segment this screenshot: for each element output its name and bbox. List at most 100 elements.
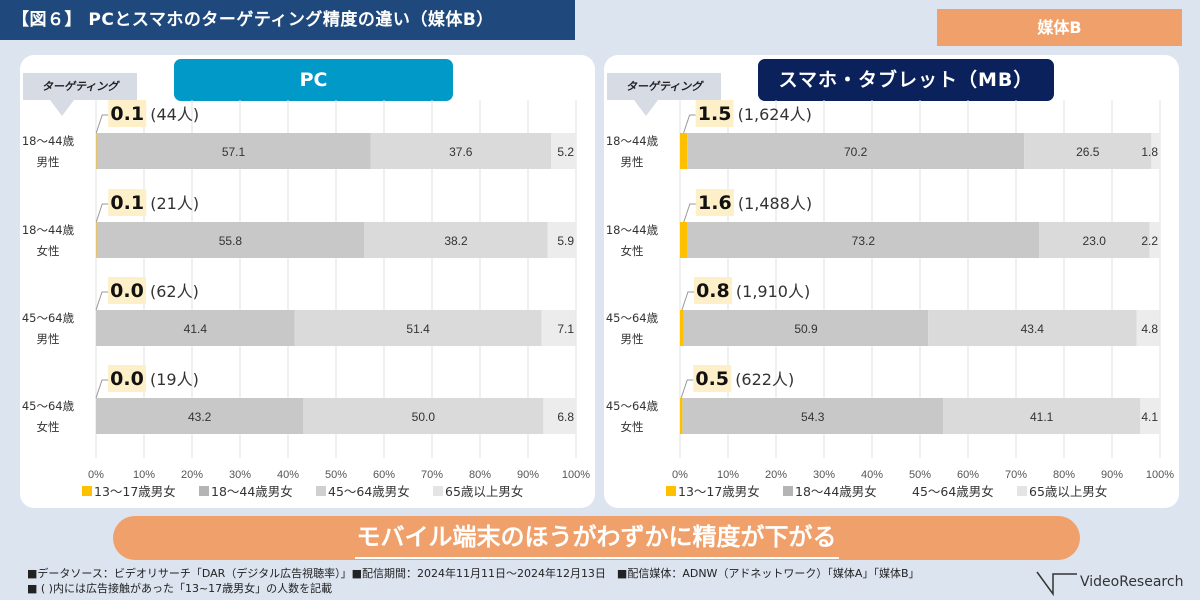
bar-segment [1151,133,1160,169]
legend-label: 45～64歳男女 [912,484,994,499]
data-label: 73.2 [852,234,876,248]
category-label: 18～44歳 [606,134,659,148]
targeting-arrow-icon [634,100,658,116]
bar-segment [943,398,1141,434]
bar-segment [96,398,304,434]
data-label: 41.4 [184,322,208,336]
x-tick-label: 0% [672,469,688,481]
callout-value: 0.0 [110,368,144,390]
data-label: 37.6 [449,145,473,159]
legend-label: 18～44歳男女 [795,484,877,499]
logo-mark-icon [1036,571,1077,597]
x-tick-label: 50% [325,469,347,481]
bar-segment [687,222,1040,258]
category-label: 45～64歳 [22,399,75,413]
data-label: 50.0 [412,410,436,424]
callout-leader-line [683,114,696,134]
callout-value: 0.5 [695,368,729,390]
callout-count: (1,624人) [738,105,812,124]
conclusion-text: モバイル端末のほうがわずかに精度が下がる [354,517,839,559]
callout-count: (1,910人) [736,282,810,301]
callout-leader-line [680,379,694,399]
legend-swatch [433,486,443,496]
logo-text: VideoResearch [1080,574,1184,590]
callout-value: 0.8 [696,280,730,302]
footnote-source: ■データソース：ビデオリサーチ「DAR（デジタル広告視聴率）」■配信期間：202… [27,567,920,580]
bar-segment [680,133,688,169]
legend-swatch [316,486,326,496]
bar-segment [370,133,552,169]
pc-header: PC [174,59,453,101]
x-tick-label: 90% [1101,469,1123,481]
x-tick-label: 90% [517,469,539,481]
callout-count: (21人) [150,194,199,213]
legend-label: 13～17歳男女 [94,484,176,499]
bar-segment [680,222,688,258]
callout-highlight [108,277,146,304]
category-label: 男性 [621,155,644,169]
category-label: 女性 [621,244,644,258]
mobile-panel: ターゲティング スマホ・タブレット（MB） 0% 10% 20% 30% 40% 50% 6… [604,55,1179,508]
category-label: 18～44歳 [22,223,75,237]
legend-label: 18～44歳男女 [211,484,293,499]
callout-leader-line [95,291,108,311]
x-tick-label: 0% [88,469,104,481]
data-label: 57.1 [222,145,246,159]
x-tick-label: 30% [813,469,835,481]
data-label: 1.8 [1141,145,1158,159]
data-label: 50.9 [794,322,818,336]
pc-panel: ターゲティング PC 0% 10% 20% 30% 40% 50% 60% 70% 80% 90%… [20,55,595,508]
bar-segment [364,222,548,258]
callout-value: 1.5 [698,103,732,125]
legend-swatch [783,486,793,496]
callout-highlight [693,277,732,304]
callout-value: 0.1 [110,103,144,125]
data-label: 2.2 [1141,234,1158,248]
data-label: 43.4 [1021,322,1045,336]
callout-highlight [108,100,147,127]
bar-segment [541,310,576,346]
category-label: 45～64歳 [22,311,75,325]
page-title: 【図６】 PCとスマホのターゲティング精度の違い（媒体B） [0,0,575,40]
legend-label: 65歳以上男女 [445,484,523,499]
data-label: 55.8 [219,234,243,248]
legend-swatch [199,486,209,496]
x-tick-label: 60% [957,469,979,481]
category-label: 45～64歳 [606,311,659,325]
callout-value: 0.0 [110,280,144,302]
callout-highlight [108,365,146,392]
x-tick-label: 60% [373,469,395,481]
data-label: 23.0 [1083,234,1107,248]
callout-count: (62人) [150,282,199,301]
x-tick-label: 20% [181,469,203,481]
data-label: 4.1 [1141,410,1158,424]
targeting-arrow-icon [50,100,74,116]
x-tick-label: 40% [861,469,883,481]
data-label: 70.2 [844,145,868,159]
bar-segment [1149,222,1160,258]
legend-label: 65歳以上男女 [1029,484,1107,499]
bar-segment [96,310,295,346]
callout-leader-line [681,291,694,311]
x-tick-label: 40% [277,469,299,481]
callout-count: (44人) [150,105,199,124]
x-tick-label: 10% [717,469,739,481]
x-tick-label: 30% [229,469,251,481]
callout-highlight [693,365,732,392]
legend-swatch [666,486,676,496]
mobile-header: スマホ・タブレット（MB） [758,59,1054,101]
data-label: 51.4 [406,322,430,336]
category-label: 18～44歳 [22,134,75,148]
legend-swatch [1017,486,1027,496]
callout-leader-line [683,203,696,223]
data-label: 7.1 [557,322,574,336]
bar-segment [687,133,1025,169]
callout-leader-line [95,379,108,399]
bar-segment [551,133,576,169]
legend-swatch [82,486,92,496]
callout-count: (1,488人) [738,194,812,213]
x-tick-label: 70% [1005,469,1027,481]
category-label: 女性 [37,420,60,434]
x-tick-label: 100% [1146,469,1174,481]
bar-segment [543,398,576,434]
